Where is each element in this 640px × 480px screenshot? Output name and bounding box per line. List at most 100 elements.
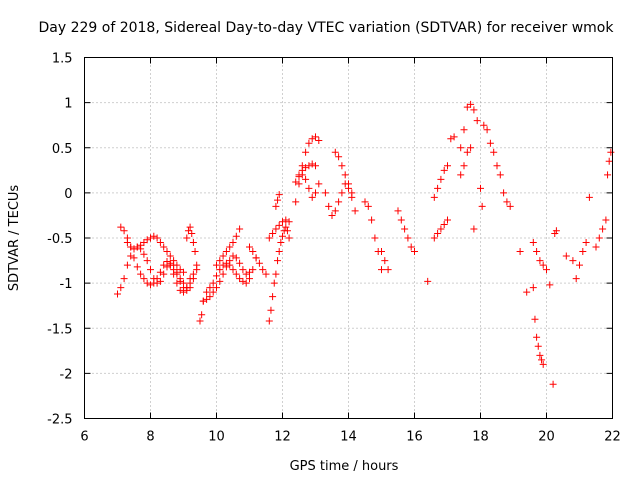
data-point	[361, 198, 369, 206]
data-point	[467, 144, 475, 152]
series-arc-07h-b	[117, 223, 194, 296]
data-point	[562, 252, 570, 260]
data-point	[602, 216, 610, 224]
data-point	[239, 266, 247, 274]
data-point	[236, 225, 244, 233]
x-tick-label: 12	[274, 430, 291, 445]
data-point	[137, 270, 145, 278]
data-point	[160, 261, 168, 269]
data-point	[173, 279, 181, 287]
data-point	[219, 261, 227, 269]
data-point	[444, 216, 451, 224]
data-point	[295, 173, 303, 181]
data-point	[536, 351, 544, 359]
x-tick-label: 18	[472, 430, 489, 445]
data-point	[279, 218, 286, 226]
data-point	[206, 284, 214, 292]
data-point	[173, 270, 181, 278]
data-point	[133, 243, 141, 251]
data-point	[123, 239, 131, 247]
data-point	[579, 248, 587, 256]
data-point	[486, 139, 494, 147]
data-point	[114, 290, 121, 298]
data-point	[529, 284, 537, 292]
series-arc-11h-a	[246, 243, 270, 278]
data-point	[163, 248, 171, 256]
x-axis-label: GPS time / hours	[290, 459, 399, 474]
data-point	[270, 279, 278, 287]
data-point	[183, 234, 191, 242]
data-point	[430, 234, 438, 242]
data-point	[269, 293, 277, 301]
x-tick-label: 10	[208, 430, 225, 445]
data-point	[335, 198, 343, 206]
data-point	[156, 268, 164, 276]
data-point	[275, 248, 283, 256]
data-point	[186, 223, 194, 231]
series-arc-17h	[447, 100, 481, 152]
data-point	[213, 272, 220, 280]
data-point	[232, 232, 240, 240]
data-point	[531, 315, 539, 323]
data-point	[434, 184, 442, 192]
data-point	[302, 175, 310, 183]
data-point	[186, 279, 194, 287]
data-point	[147, 281, 154, 289]
data-point	[229, 252, 237, 260]
data-point	[604, 171, 612, 179]
data-point	[133, 263, 141, 271]
x-tick-label: 14	[340, 430, 357, 445]
data-point	[312, 189, 319, 197]
data-point	[166, 261, 174, 269]
data-point	[180, 268, 187, 276]
data-point	[219, 270, 227, 278]
data-point	[444, 162, 451, 170]
series-arc-10h	[213, 225, 244, 269]
data-point	[170, 257, 178, 265]
data-point	[242, 279, 250, 287]
data-point	[338, 162, 346, 170]
data-point	[239, 277, 247, 285]
data-point	[592, 243, 600, 251]
data-point	[595, 234, 603, 242]
data-point	[176, 275, 184, 283]
data-point	[274, 257, 282, 265]
data-point	[180, 288, 187, 296]
data-point	[117, 284, 125, 292]
data-point	[147, 234, 154, 242]
data-point	[312, 162, 319, 170]
data-point	[209, 279, 217, 287]
data-point	[163, 257, 171, 265]
data-point	[285, 218, 293, 226]
data-point	[371, 234, 379, 242]
data-point	[156, 239, 164, 247]
data-point	[549, 380, 557, 388]
data-point	[605, 157, 613, 165]
data-point	[467, 100, 475, 108]
data-point	[534, 342, 542, 350]
series-arc-12h-c	[292, 171, 323, 201]
data-point	[477, 184, 484, 192]
data-point	[143, 257, 151, 265]
series-arc-12h-a	[292, 133, 323, 206]
data-point	[196, 317, 204, 325]
data-point	[572, 275, 580, 283]
data-point	[536, 257, 544, 265]
data-point	[463, 148, 471, 156]
y-tick-label: -2	[60, 367, 73, 382]
data-point	[450, 133, 458, 141]
x-tick-label: 6	[80, 430, 88, 445]
data-point	[216, 277, 224, 285]
data-point	[457, 171, 465, 179]
data-point	[607, 148, 615, 156]
data-point	[325, 202, 333, 210]
data-point	[120, 227, 128, 235]
data-point	[272, 225, 280, 233]
data-point	[473, 117, 481, 125]
data-point	[460, 126, 468, 134]
data-point	[272, 270, 280, 278]
data-point	[538, 356, 546, 364]
data-point	[275, 221, 283, 229]
data-point	[407, 243, 415, 251]
data-point	[189, 270, 197, 278]
